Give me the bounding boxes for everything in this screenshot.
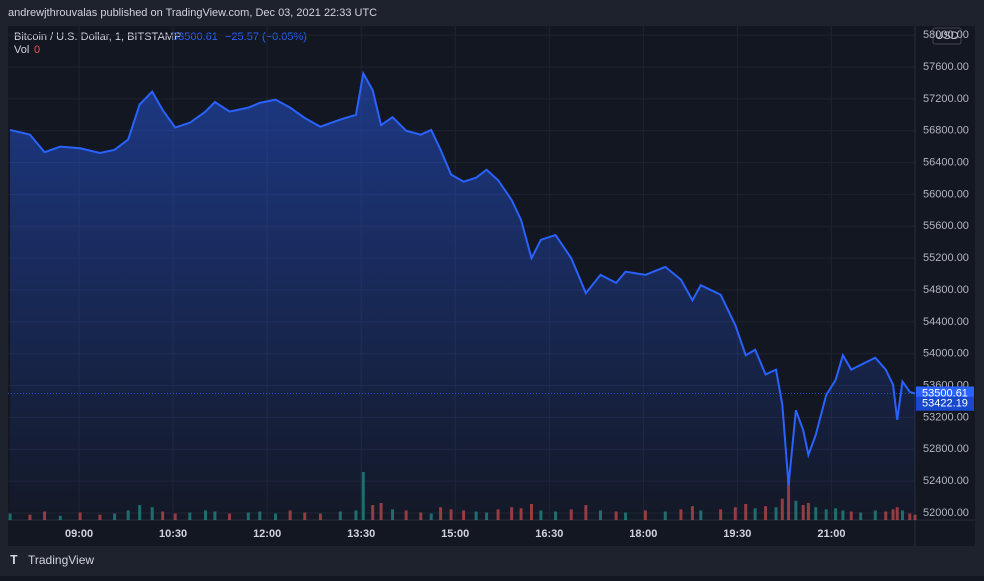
currency-box[interactable]: [932, 27, 962, 45]
x-tick-label: 13:30: [347, 528, 375, 540]
second-price-label: 53422.19: [922, 398, 968, 410]
last-price-label: 53500.61: [922, 387, 968, 399]
y-tick-label: 53200.00: [923, 411, 969, 423]
plot: [8, 26, 917, 521]
y-tick-label: 58000.00: [923, 29, 969, 41]
y-tick-label: 52400.00: [923, 475, 969, 487]
y-tick-label: 55200.00: [923, 252, 969, 264]
x-tick-label: 15:00: [441, 528, 469, 540]
footer-brand: TradingView: [28, 553, 94, 567]
y-tick-label: 56400.00: [923, 156, 969, 168]
x-tick-label: 19:30: [723, 528, 751, 540]
y-tick-label: 54800.00: [923, 284, 969, 296]
x-tick-label: 21:00: [817, 528, 845, 540]
second-price-box: [916, 396, 974, 411]
y-tick-label: 56800.00: [923, 125, 969, 137]
y-tick-label: 55600.00: [923, 220, 969, 232]
legend-change: −25.57 (−0.05%): [225, 31, 307, 43]
legend-volume-value: 0: [34, 44, 40, 56]
y-tick-label: 52800.00: [923, 443, 969, 455]
x-tick-label: 12:00: [253, 528, 281, 540]
y-tick-label: 54400.00: [923, 316, 969, 328]
currency[interactable]: USD: [935, 30, 958, 42]
y-tick-label: 57200.00: [923, 93, 969, 105]
y-tick-label: 56000.00: [923, 188, 969, 200]
legend-symbol: Bitcoin / U.S. Dollar, 1, BITSTAMP: [14, 31, 181, 43]
x-tick-label: 18:00: [629, 528, 657, 540]
legend-price: 53500.61: [172, 31, 218, 43]
footer-logo: 𝐓: [10, 553, 18, 567]
y-tick-label: 57600.00: [923, 61, 969, 73]
publisher: andrewjthrouvalas published on TradingVi…: [8, 7, 377, 19]
x-tick-label: 09:00: [65, 528, 93, 540]
y-tick-label: 52000.00: [923, 507, 969, 519]
x-tick-label: 10:30: [159, 528, 187, 540]
price-line: [9, 70, 916, 486]
y-tick-label: 54000.00: [923, 348, 969, 360]
x-tick-label: 16:30: [535, 528, 563, 540]
area-fill: [10, 73, 916, 521]
legend-volume: Vol: [14, 44, 29, 56]
